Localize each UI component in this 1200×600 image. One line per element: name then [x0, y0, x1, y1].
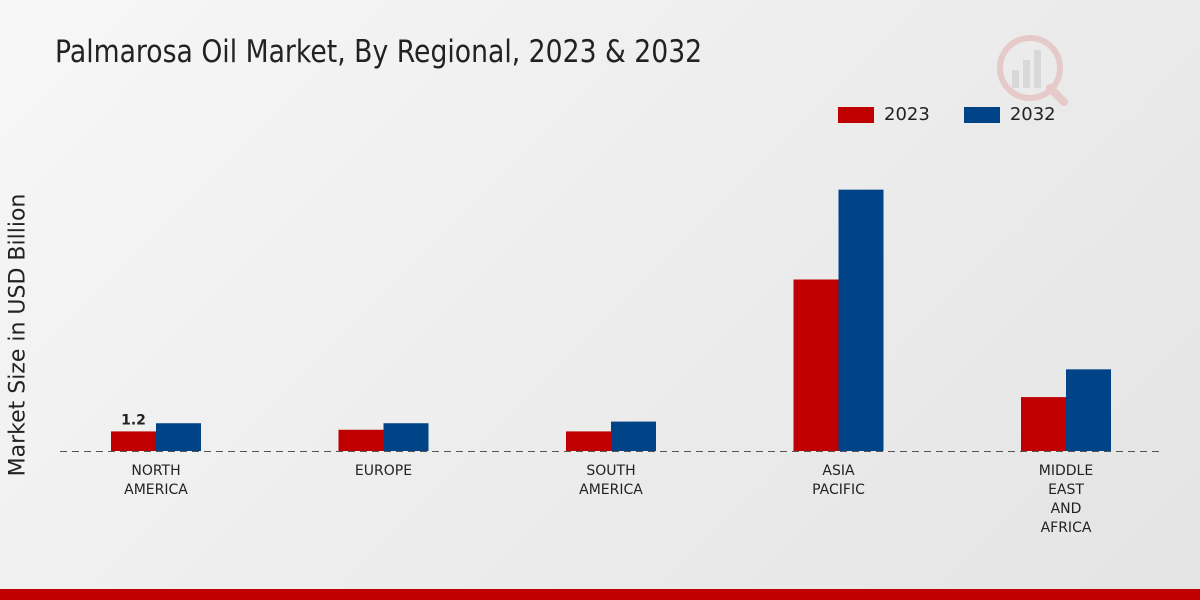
x-tick-label: ASIA PACIFIC — [812, 463, 865, 498]
chart-title: Palmarosa Oil Market, By Regional, 2023 … — [55, 34, 703, 70]
x-tick-label: EUROPE — [355, 463, 412, 479]
bar-2023-asia-pacific — [793, 279, 839, 451]
y-axis-label: Market Size in USD Billion — [5, 193, 31, 477]
bar-2023-north-america — [111, 431, 156, 451]
bottom-accent-bar — [0, 589, 1200, 600]
legend-swatch-2032 — [963, 106, 1000, 123]
legend-item-2023: 2023 — [838, 104, 930, 125]
data-label: 1.2 — [121, 412, 146, 428]
legend-label-2032: 2032 — [1009, 104, 1056, 125]
bar-2032-north-america — [156, 423, 201, 451]
x-tick-label: NORTH AMERICA — [124, 463, 188, 498]
legend-swatch-2023 — [838, 106, 874, 123]
bar-2032-south-america — [611, 421, 656, 451]
bar-2023-middle-east-and-africa — [1021, 397, 1066, 451]
bar-2023-south-america — [566, 431, 611, 451]
legend: 2023 2032 — [838, 104, 1090, 125]
legend-item-2032: 2032 — [963, 104, 1056, 125]
bar-2032-middle-east-and-africa — [1066, 369, 1111, 451]
bar-2032-asia-pacific — [838, 189, 884, 451]
x-tick-label: MIDDLE EAST AND AFRICA — [1039, 463, 1093, 536]
bar-2032-europe — [383, 423, 429, 451]
x-tick-label: SOUTH AMERICA — [579, 463, 643, 498]
legend-label-2023: 2023 — [884, 104, 930, 125]
brand-logo-icon — [997, 35, 1068, 106]
bar-2023-europe — [338, 429, 384, 451]
